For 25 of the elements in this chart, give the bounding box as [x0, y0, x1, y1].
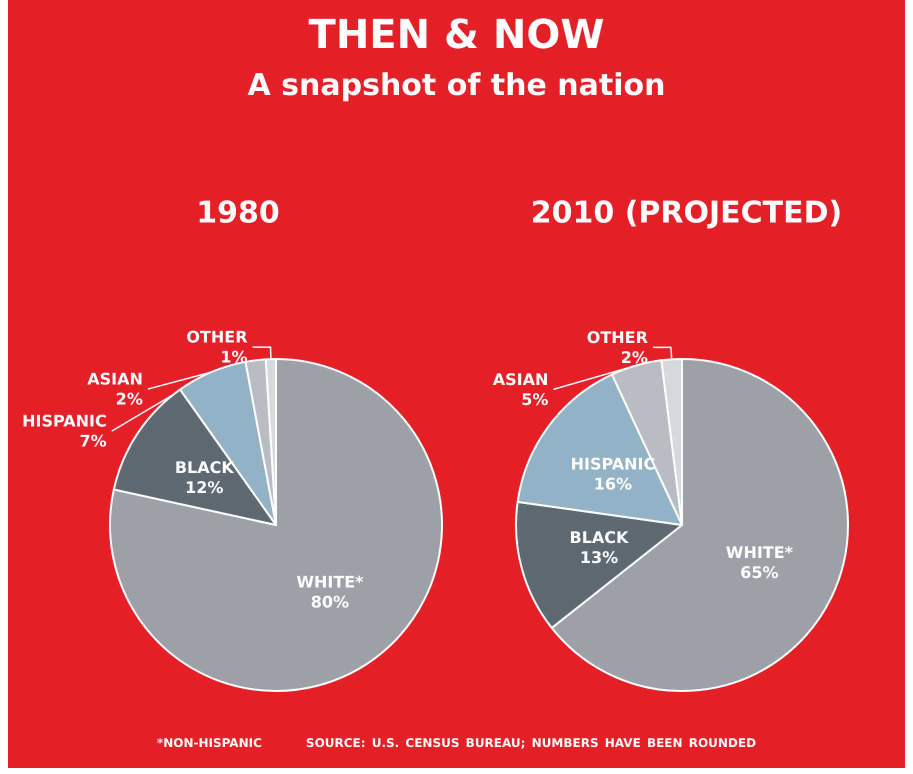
slice-label: BLACK	[174, 458, 234, 477]
text: A snapshot of the nation	[246, 68, 666, 103]
slice-label: ASIAN	[492, 370, 548, 389]
slice-label: ASIAN	[87, 370, 143, 389]
data-label: 1%	[220, 348, 248, 367]
data-label: 13%	[580, 548, 618, 567]
text: THEN & NOW	[308, 12, 606, 58]
chart-title: 1980	[196, 196, 280, 230]
chart-title: 2010 (PROJECTED)	[530, 196, 842, 230]
slice-label: OTHER	[586, 328, 648, 347]
source-note: SOURCE: U.S. CENSUS BUREAU; NUMBERS HAVE BEEN ROUNDED	[306, 736, 756, 750]
data-label: 2%	[620, 348, 648, 367]
text: *NON-HISPANIC	[156, 736, 262, 750]
data-label: 16%	[594, 474, 632, 494]
data-label: 12%	[185, 478, 224, 497]
slice-label: BLACK	[570, 528, 630, 547]
slice-label: WHITE*	[726, 542, 794, 562]
data-label: 65%	[740, 562, 779, 582]
data-label: 7%	[80, 432, 107, 451]
data-label: 80%	[310, 592, 350, 612]
slice-label: OTHER	[186, 328, 248, 347]
data-label: 5%	[521, 390, 548, 409]
slice-label: HISPANIC	[22, 412, 107, 431]
slice-label: WHITE*	[296, 572, 364, 592]
data-label: 2%	[116, 390, 143, 409]
